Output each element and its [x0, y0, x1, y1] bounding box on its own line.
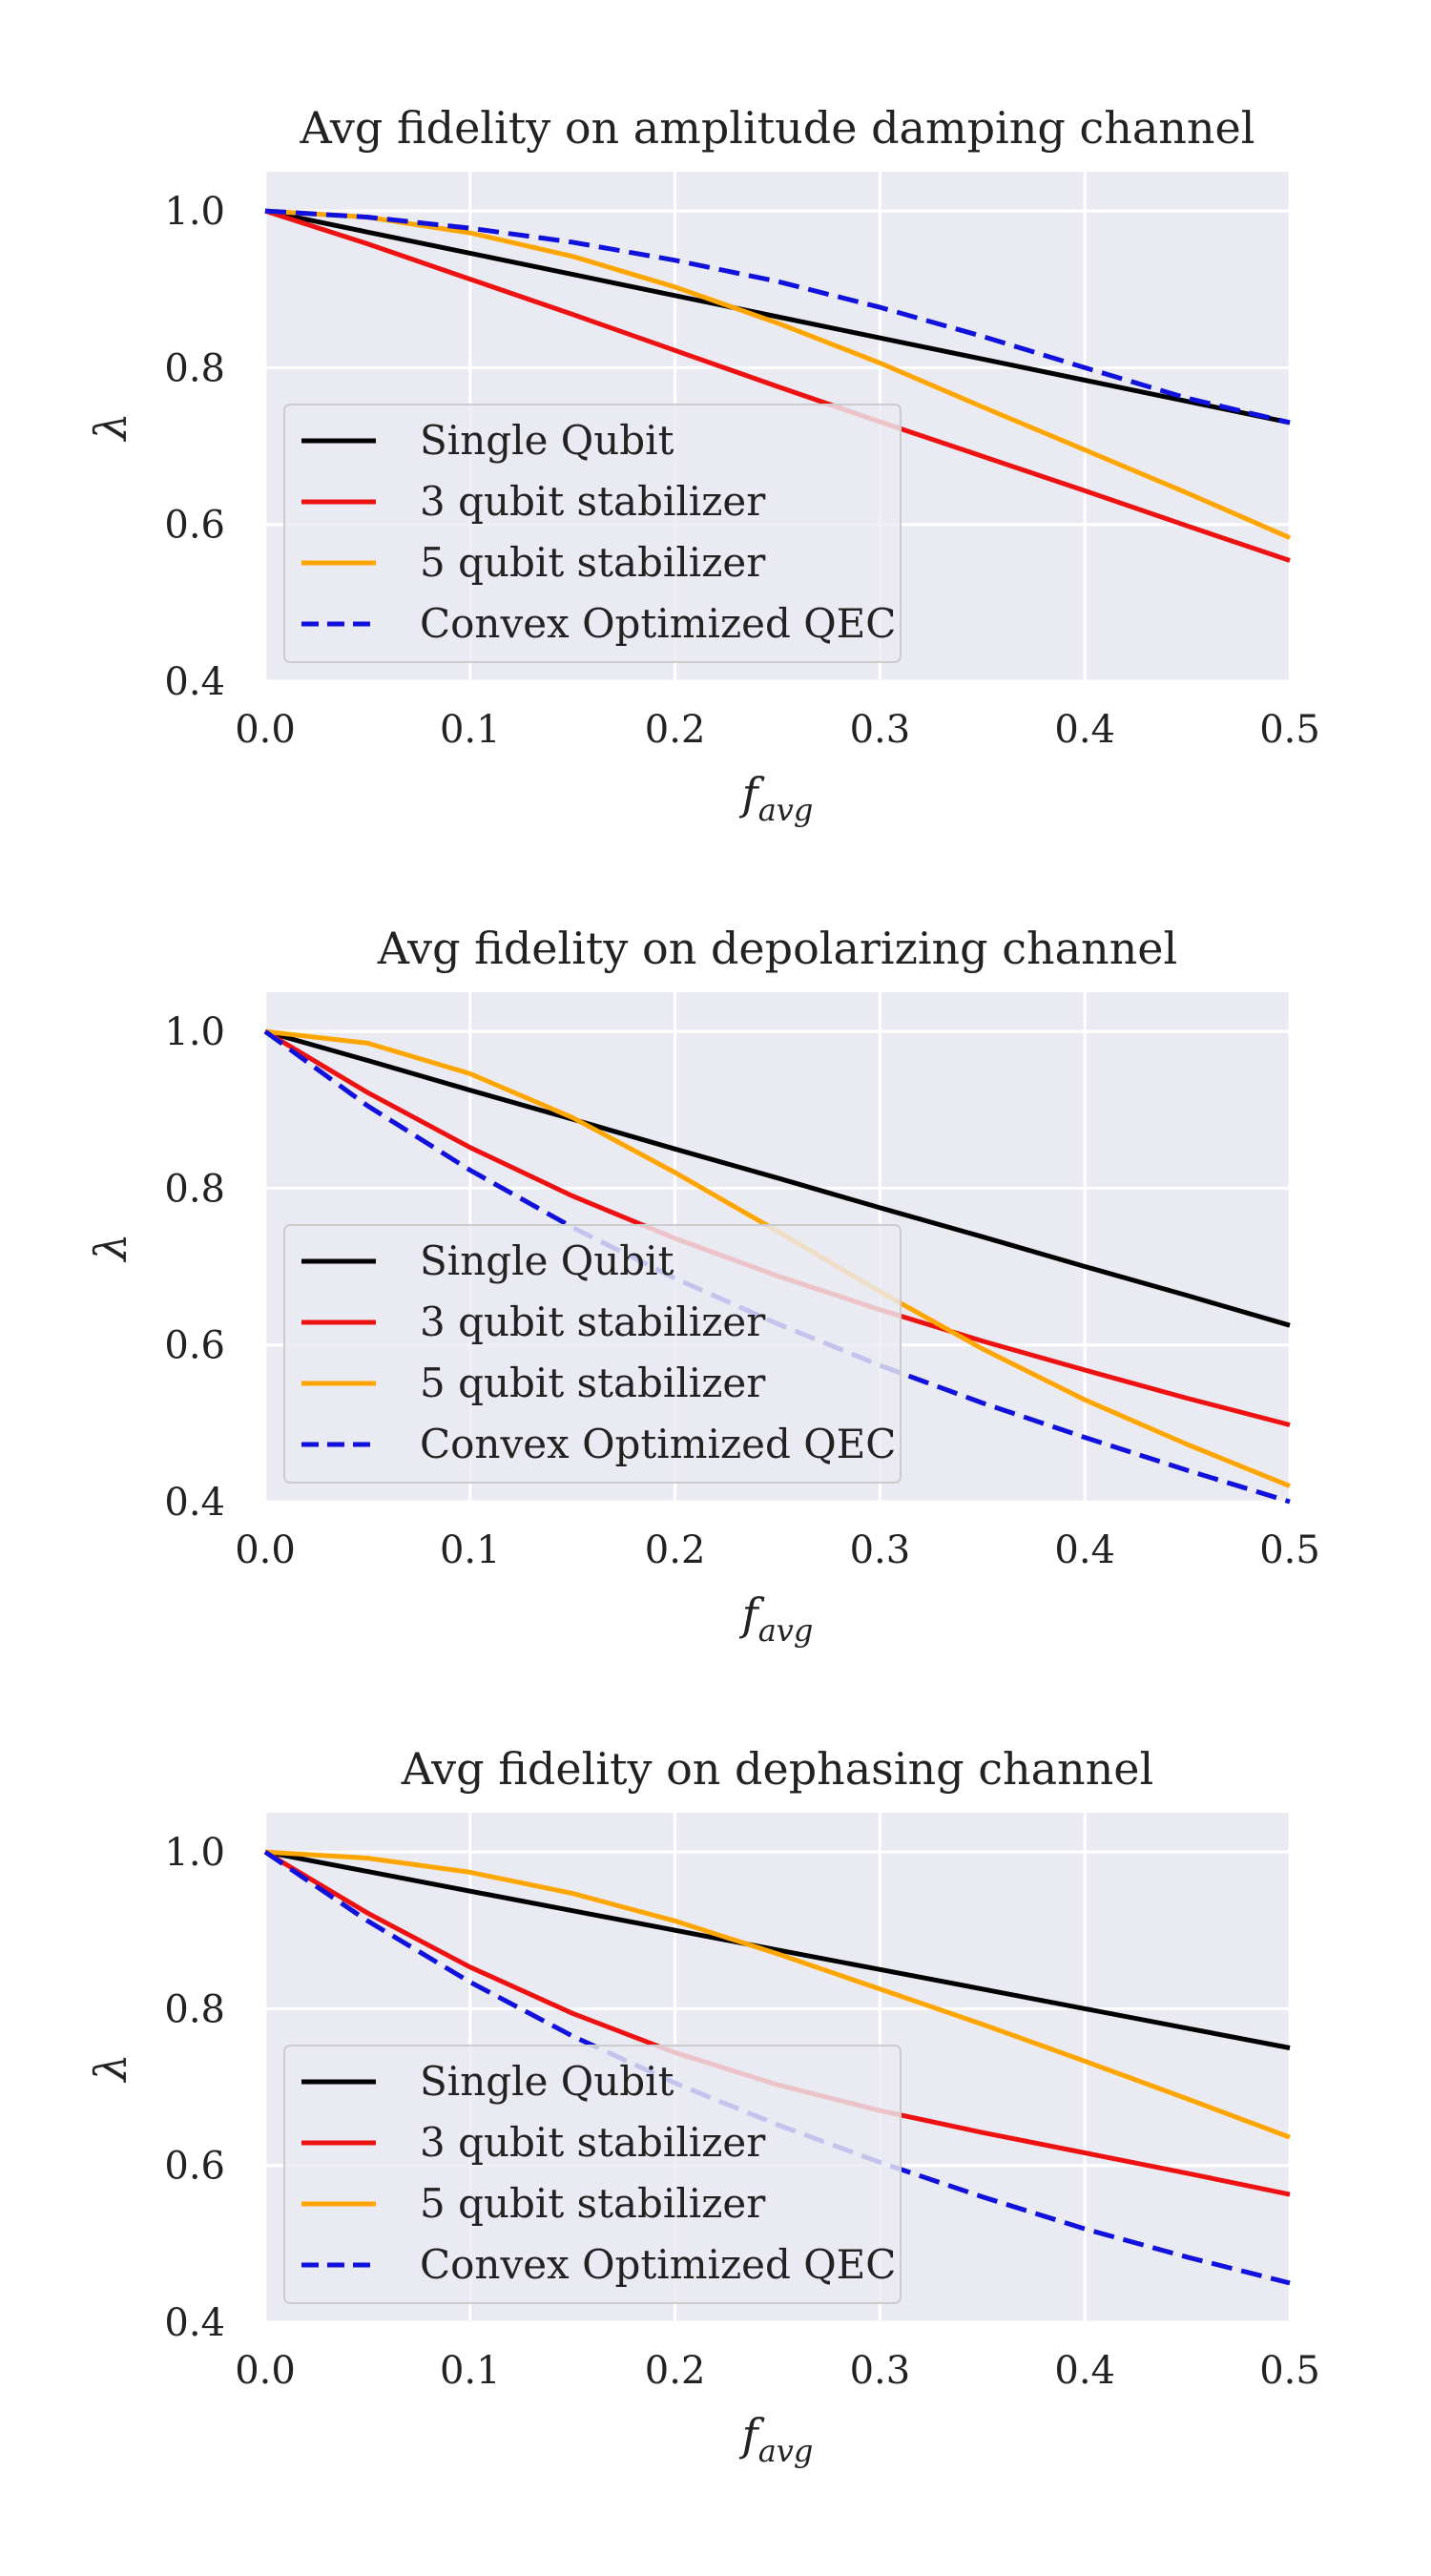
y-tick-label: 0.4 — [164, 660, 225, 704]
series-line-2 — [264, 1849, 1291, 2140]
x-tick-label: 0.1 — [440, 1528, 501, 1572]
y-axis-label: λ — [85, 412, 136, 442]
legend-label-2: 5 qubit stabilizer — [420, 539, 766, 586]
y-tick-label: 0.4 — [164, 2301, 225, 2345]
legend-box — [283, 2045, 902, 2304]
series-line-0 — [264, 1849, 1291, 2050]
legend-label-0: Single Qubit — [420, 417, 674, 464]
x-axis-label: favg — [739, 2409, 814, 2469]
x-axis-label-subscript: avg — [758, 1612, 814, 1649]
y-tick-label: 1.0 — [164, 1831, 225, 1875]
x-tick-label: 0.5 — [1259, 2349, 1320, 2393]
y-tick-label: 1.0 — [164, 1010, 225, 1054]
y-axis-label: λ — [85, 2053, 136, 2083]
y-tick-label: 0.4 — [164, 1481, 225, 1525]
legend: Single Qubit 3 qubit stabilizer 5 qubit st… — [283, 1224, 902, 1484]
chart-2: Avg fidelity on dephasing channel 0.0 0.1 0… — [85, 1743, 1320, 2469]
series-line-1 — [264, 208, 1291, 563]
x-tick-label: 0.4 — [1054, 708, 1115, 752]
x-axis-label: favg — [739, 768, 814, 828]
y-tick-label: 0.6 — [164, 2145, 225, 2189]
series-line-3 — [264, 208, 1291, 426]
x-tick-label: 0.3 — [850, 1528, 911, 1572]
legend-label-2: 5 qubit stabilizer — [420, 2180, 766, 2227]
x-tick-label: 0.0 — [235, 2349, 296, 2393]
x-tick-label: 0.4 — [1054, 2349, 1115, 2393]
chart-title: Avg fidelity on amplitude damping channe… — [300, 102, 1255, 154]
x-tick-label: 0.2 — [645, 1528, 706, 1572]
legend-label-1: 3 qubit stabilizer — [420, 478, 766, 525]
x-tick-label: 0.2 — [645, 2349, 706, 2393]
y-tick-label: 0.8 — [164, 1167, 225, 1211]
legend-box — [283, 404, 902, 663]
legend-label-2: 5 qubit stabilizer — [420, 1360, 766, 1406]
legend-label-0: Single Qubit — [420, 2058, 674, 2105]
y-tick-label: 0.6 — [164, 1324, 225, 1368]
series-line-2 — [264, 208, 1292, 540]
y-tick-label: 0.6 — [164, 504, 225, 548]
x-tick-label: 0.0 — [235, 1528, 296, 1572]
x-tick-label: 0.2 — [645, 708, 706, 752]
legend-label-3: Convex Optimized QEC — [420, 600, 896, 647]
x-axis-label-subscript: avg — [758, 792, 814, 828]
x-tick-label: 0.4 — [1054, 1528, 1115, 1572]
y-tick-label: 0.8 — [164, 346, 225, 390]
chart-title: Avg fidelity on depolarizing channel — [377, 923, 1178, 974]
legend-box — [283, 1224, 902, 1484]
legend: Single Qubit 3 qubit stabilizer 5 qubit st… — [283, 2045, 902, 2304]
legend: Single Qubit 3 qubit stabilizer 5 qubit st… — [283, 404, 902, 663]
y-axis-label: λ — [85, 1233, 136, 1262]
x-tick-label: 0.5 — [1259, 1528, 1320, 1572]
x-tick-label: 0.1 — [440, 708, 501, 752]
legend-label-1: 3 qubit stabilizer — [420, 1298, 766, 1345]
x-axis-label: favg — [739, 1589, 814, 1649]
series-line-0 — [264, 208, 1291, 426]
legend-label-3: Convex Optimized QEC — [420, 2241, 896, 2288]
legend-label-3: Convex Optimized QEC — [420, 1421, 896, 1467]
x-axis-label-subscript: avg — [758, 2433, 814, 2469]
y-tick-label: 0.8 — [164, 1987, 225, 2031]
y-tick-label: 1.0 — [164, 190, 225, 234]
legend-label-1: 3 qubit stabilizer — [420, 2119, 766, 2166]
chart-0: Avg fidelity on amplitude damping channe… — [85, 102, 1320, 828]
chart-title: Avg fidelity on dephasing channel — [401, 1743, 1153, 1795]
x-tick-label: 0.3 — [850, 2349, 911, 2393]
x-tick-label: 0.5 — [1259, 708, 1320, 752]
series-line-0 — [264, 1028, 1291, 1328]
legend-label-0: Single Qubit — [420, 1237, 674, 1284]
x-tick-label: 0.3 — [850, 708, 911, 752]
x-tick-label: 0.0 — [235, 708, 296, 752]
x-tick-label: 0.1 — [440, 2349, 501, 2393]
